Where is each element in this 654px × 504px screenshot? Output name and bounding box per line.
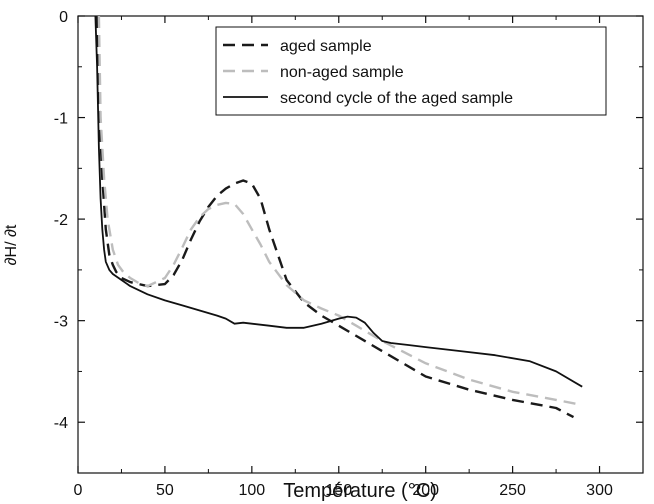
legend-label-aged-sample: aged sample: [280, 38, 372, 55]
legend-box: [215, 26, 607, 116]
legend: aged sample non-aged sample second cycle…: [215, 26, 607, 116]
series-aged-sample: [95, 15, 575, 419]
legend-label-second-cycle: second cycle of the aged sample: [280, 90, 513, 107]
y-tick-label: -4: [54, 415, 68, 432]
x-axis-ticks: 0 50 100 150 200 250 300: [74, 16, 613, 499]
x-tick-label: 250: [499, 482, 526, 499]
x-tick-label: 0: [74, 482, 83, 499]
legend-label-non-aged-sample: non-aged sample: [280, 64, 404, 81]
y-tick-label: -1: [54, 111, 68, 128]
series-layer: [94, 15, 583, 419]
y-tick-label: -3: [54, 314, 68, 331]
series-second-cycle: [94, 15, 583, 388]
x-tick-label: 150: [325, 482, 352, 499]
y-tick-label: 0: [59, 9, 68, 26]
x-tick-label: 50: [156, 482, 174, 499]
y-axis-title: ∂H/ ∂t: [3, 224, 20, 265]
y-tick-label: -2: [54, 212, 68, 229]
x-axis-title: Température (°C): [283, 480, 437, 502]
plot-frame: [77, 15, 644, 474]
x-tick-label: 100: [238, 482, 265, 499]
x-tick-label: 200: [412, 482, 439, 499]
y-axis-ticks: 0 -1 -2 -3 -4: [54, 9, 643, 474]
x-tick-label: 300: [586, 482, 613, 499]
series-non-aged-sample: [97, 15, 583, 407]
